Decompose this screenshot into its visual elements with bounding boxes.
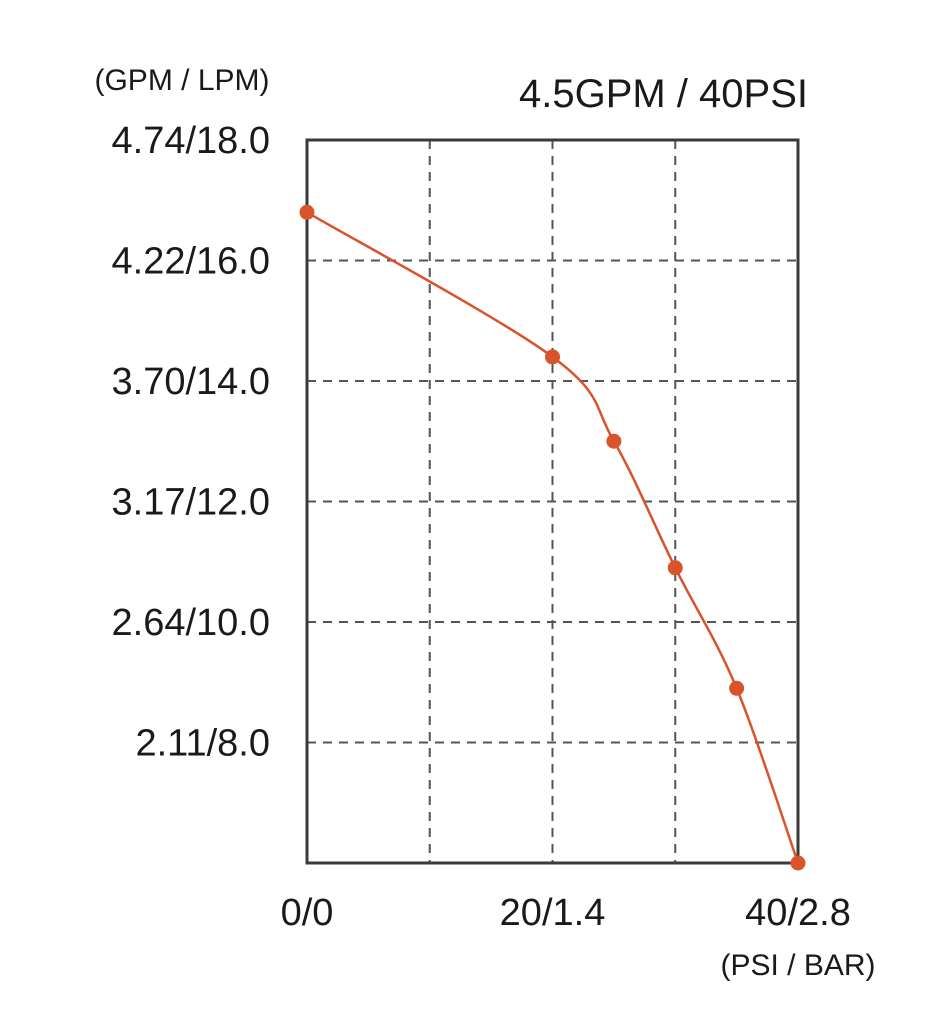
y-tick-label: 4.22/16.0	[112, 241, 270, 283]
y-tick-label: 2.64/10.0	[112, 602, 270, 644]
data-point	[667, 560, 683, 576]
chart-title: 4.5GPM / 40PSI	[519, 72, 808, 116]
y-tick-labels: 2.11/8.0 2.64/10.0 3.17/12.0 3.70/14.0 4.22/…	[112, 120, 270, 765]
data-point	[545, 349, 560, 365]
plot-frame	[305, 138, 800, 865]
data-point	[606, 433, 622, 449]
y-tick-label: 3.17/12.0	[112, 482, 270, 524]
series-line	[306, 211, 800, 864]
y-tick-label: 3.70/14.0	[112, 361, 270, 403]
x-tick-label: 40/2.8	[745, 892, 851, 934]
data-points	[299, 204, 806, 871]
x-tick-label: 0/0	[281, 892, 334, 934]
data-point	[729, 680, 745, 696]
data-point	[299, 204, 315, 220]
y-axis-label: (GPM / LPM)	[94, 64, 269, 97]
grid-lines	[307, 140, 798, 863]
x-tick-labels: 0/0 20/1.4 40/2.8	[281, 892, 851, 934]
y-tick-label: 2.11/8.0	[135, 723, 270, 765]
x-tick-label: 20/1.4	[500, 892, 606, 934]
x-axis-label: (PSI / BAR)	[720, 949, 875, 982]
y-tick-label: 4.74/18.0	[112, 120, 270, 162]
data-point	[790, 855, 806, 871]
